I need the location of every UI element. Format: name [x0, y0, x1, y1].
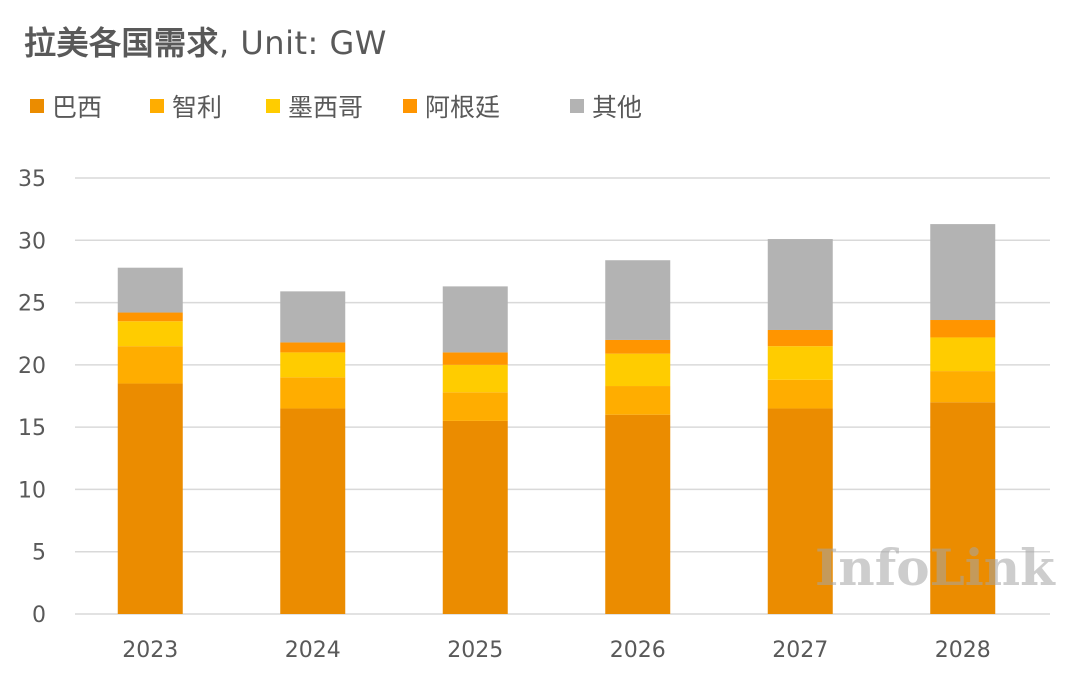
bar-segment — [442, 364, 508, 393]
x-tick-label: 2025 — [447, 638, 503, 663]
bar-segment — [767, 379, 833, 409]
gridlines — [75, 177, 1050, 615]
x-tick-label: 2026 — [610, 638, 666, 663]
bar-segment — [442, 286, 508, 353]
bar-segment — [767, 346, 833, 380]
bar-stack-2028 — [930, 224, 996, 614]
y-tick-label: 15 — [18, 416, 46, 441]
bar-segment — [605, 260, 671, 340]
legend-item-other: 其他 — [570, 88, 642, 124]
y-tick-label: 0 — [32, 603, 46, 628]
legend-label-mexico: 墨西哥 — [288, 93, 364, 122]
bar-segment — [930, 320, 996, 338]
y-tick-label: 10 — [18, 478, 46, 503]
legend-swatch-argentina — [403, 99, 417, 113]
bar-segment — [280, 342, 346, 353]
x-tick-label: 2024 — [285, 638, 341, 663]
x-tick-label: 2027 — [772, 638, 828, 663]
bar-segment — [117, 346, 183, 384]
bar-segment — [930, 371, 996, 403]
bar-segment — [442, 420, 508, 614]
chart-title: 拉美各国需求, Unit: GW — [24, 18, 387, 64]
bar-segment — [442, 352, 508, 365]
legend-swatch-other — [570, 99, 584, 113]
bar-segment — [117, 383, 183, 614]
bar-stack-2023 — [117, 267, 183, 614]
bar-segment — [280, 408, 346, 614]
bar-segment — [442, 392, 508, 421]
bar-segment — [605, 339, 671, 354]
y-tick-label: 30 — [18, 229, 46, 254]
legend-label-brazil: 巴西 — [52, 93, 103, 122]
legend-label-other: 其他 — [592, 93, 643, 122]
chart-title-main: 拉美各国需求 — [24, 24, 220, 62]
bar-segment — [280, 352, 346, 378]
bar-stack-2026 — [605, 260, 671, 614]
bar-segment — [280, 291, 346, 343]
y-tick-label: 20 — [18, 354, 46, 379]
bar-stack-2025 — [442, 286, 508, 614]
bar-segment — [767, 408, 833, 614]
legend-label-chile: 智利 — [172, 93, 223, 122]
bar-segment — [930, 224, 996, 321]
bar-segment — [605, 414, 671, 614]
y-tick-label: 25 — [18, 292, 46, 317]
x-tick-label: 2028 — [935, 638, 991, 663]
x-axis-ticks: 2023 2024 2025 2026 2027 2028 — [122, 638, 991, 663]
legend-swatch-chile — [150, 99, 164, 113]
legend-item-brazil: 巴西 — [30, 88, 102, 124]
legend-item-argentina: 阿根廷 — [403, 88, 500, 124]
bar-stack-2024 — [280, 291, 346, 614]
y-axis-ticks: 0 5 10 15 20 25 30 35 — [18, 167, 46, 628]
bars — [117, 224, 996, 614]
bar-segment — [117, 321, 183, 347]
watermark: InfoLink — [815, 538, 1056, 597]
bar-segment — [117, 267, 183, 313]
bar-segment — [767, 239, 833, 330]
legend-item-chile: 智利 — [150, 88, 222, 124]
bar-segment — [605, 353, 671, 387]
bar-segment — [930, 402, 996, 614]
bar-segment — [280, 377, 346, 409]
chart-title-unit: , Unit: GW — [219, 24, 387, 62]
legend-label-argentina: 阿根廷 — [425, 93, 501, 122]
bar-segment — [605, 386, 671, 415]
legend-swatch-brazil — [30, 99, 44, 113]
y-tick-label: 35 — [18, 167, 46, 192]
bar-segment — [930, 337, 996, 372]
legend-item-mexico: 墨西哥 — [266, 88, 363, 124]
y-tick-label: 5 — [32, 541, 46, 566]
bar-stack-2027 — [767, 239, 833, 614]
bar-segment — [117, 312, 183, 322]
x-tick-label: 2023 — [122, 638, 178, 663]
legend-swatch-mexico — [266, 99, 280, 113]
bar-segment — [767, 329, 833, 347]
